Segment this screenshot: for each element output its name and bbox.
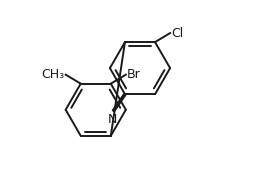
Text: Br: Br	[127, 68, 141, 81]
Text: N: N	[107, 113, 117, 126]
Text: CH₃: CH₃	[42, 68, 65, 81]
Text: Cl: Cl	[171, 27, 183, 39]
